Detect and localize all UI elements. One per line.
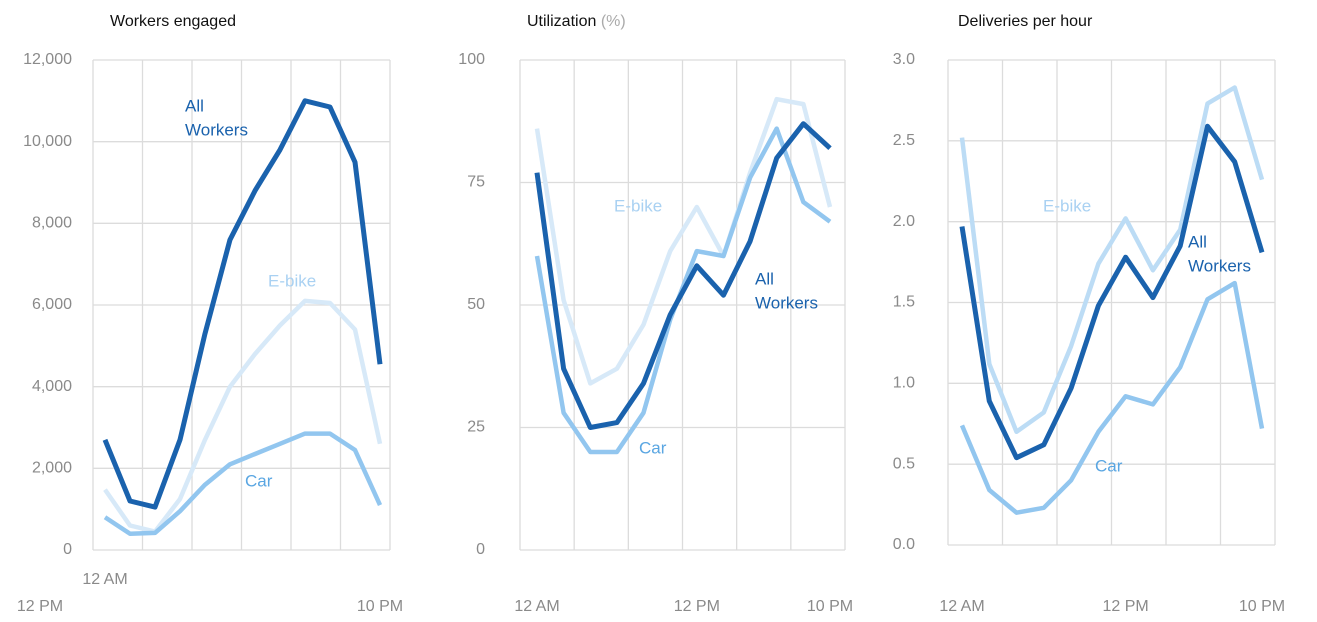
chart-title: Deliveries per hour xyxy=(958,13,1093,30)
series-line xyxy=(103,431,383,536)
y-tick-label: 12,000 xyxy=(23,51,72,68)
title-text: Workers engaged xyxy=(110,13,236,30)
y-tick-label: 2.5 xyxy=(893,132,915,149)
series-label: Car xyxy=(639,438,667,457)
series-label: E-bike xyxy=(268,271,316,290)
x-tick-label: 12 PM xyxy=(1103,598,1149,615)
series-label: Workers xyxy=(185,120,248,139)
series-line xyxy=(534,96,833,386)
x-tick-label: 12 AM xyxy=(939,598,984,615)
y-tick-label: 25 xyxy=(467,419,485,436)
series-line xyxy=(103,298,383,534)
x-tick-label: 12 AM xyxy=(82,571,127,588)
y-tick-label: 10,000 xyxy=(23,133,72,150)
y-tick-label: 100 xyxy=(458,51,485,68)
y-tick-label: 2.0 xyxy=(893,213,915,230)
title-text: Utilization xyxy=(527,13,596,30)
x-tick-label: 10 PM xyxy=(1239,598,1285,615)
series-label: Car xyxy=(245,471,273,490)
series-label: E-bike xyxy=(1043,196,1091,215)
chart-title: Workers engaged xyxy=(110,13,236,30)
series-label: Workers xyxy=(1188,256,1251,275)
y-tick-label: 50 xyxy=(467,296,485,313)
series-label: All xyxy=(755,269,774,288)
x-tick-label: 10 PM xyxy=(807,598,853,615)
y-tick-label: 75 xyxy=(467,174,485,191)
y-tick-label: 4,000 xyxy=(32,378,72,395)
series-line xyxy=(959,85,1265,435)
series-label: Car xyxy=(1095,456,1123,475)
x-tick-label: 12 AM xyxy=(514,598,559,615)
y-tick-label: 2,000 xyxy=(32,460,72,477)
y-tick-label: 0 xyxy=(63,541,72,558)
y-tick-label: 8,000 xyxy=(32,215,72,232)
y-tick-label: 0.5 xyxy=(893,455,915,472)
series-label: E-bike xyxy=(614,196,662,215)
y-tick-label: 1.0 xyxy=(893,375,915,392)
series-label: Workers xyxy=(755,293,818,312)
y-tick-label: 0.0 xyxy=(893,536,915,553)
x-tick-label: 10 PM xyxy=(357,598,403,615)
series-line xyxy=(959,123,1265,461)
y-tick-label: 1.5 xyxy=(893,294,915,311)
series-line xyxy=(102,98,383,510)
x-tick-label: 12 PM xyxy=(674,598,720,615)
y-tick-label: 6,000 xyxy=(32,296,72,313)
x-tick-label: 12 PM xyxy=(17,598,63,615)
series-label: All xyxy=(1188,232,1207,251)
series-line xyxy=(534,121,832,430)
y-tick-label: 0 xyxy=(476,541,485,558)
y-tick-label: 3.0 xyxy=(893,51,915,68)
chart-title: Utilization (%) xyxy=(527,13,626,30)
series-line xyxy=(959,280,1265,515)
title-unit: (%) xyxy=(601,13,626,30)
series-label: All xyxy=(185,96,204,115)
title-text: Deliveries per hour xyxy=(958,13,1093,30)
